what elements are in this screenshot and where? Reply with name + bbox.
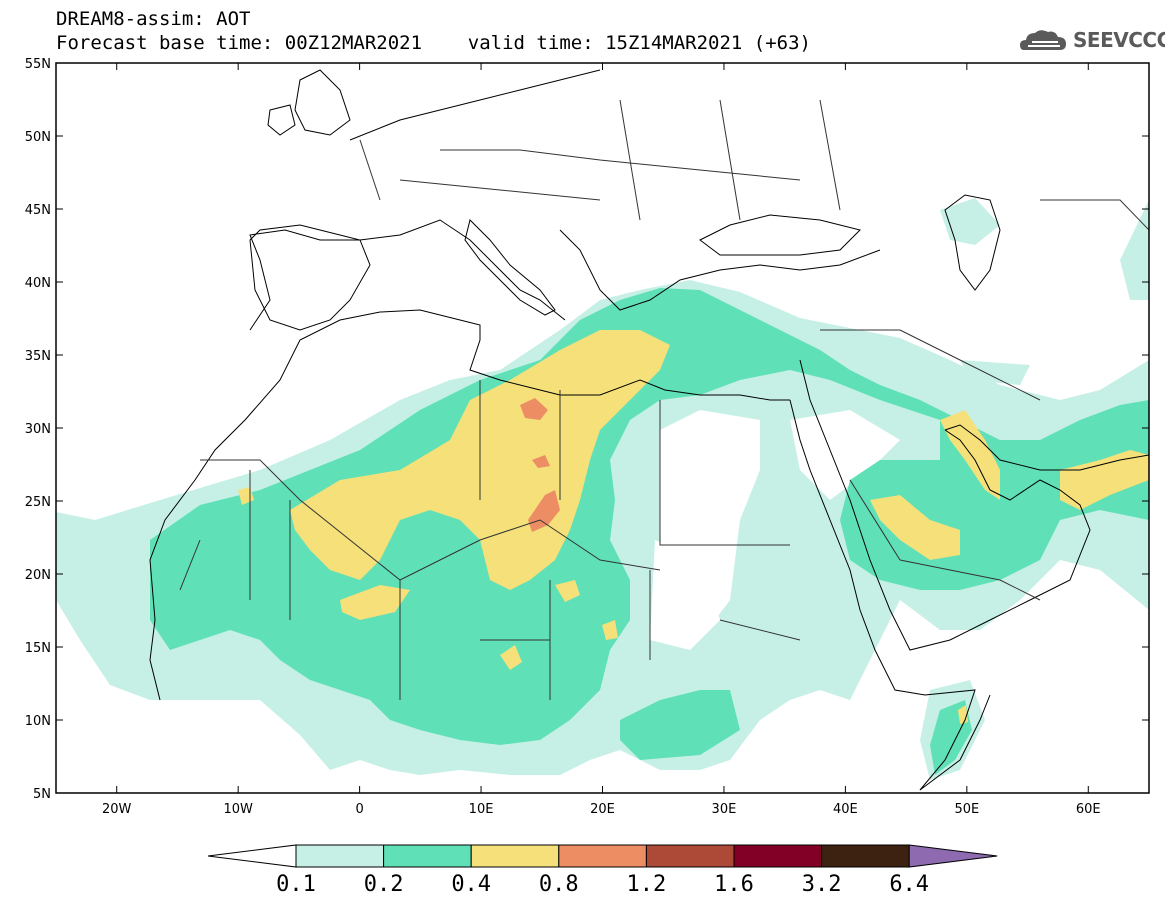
latitude-axis: 55N 50N 45N 40N 35N 30N 25N 20N 15N 10N 5N [25,57,1149,802]
aot-contour-0.4-oman [1060,450,1149,510]
arabia-coast [799,359,1091,651]
north-coast [349,69,601,141]
iberia [249,224,371,331]
british-isles [267,69,351,136]
colorbar-swatch [558,844,647,868]
lon-tick-label: 20E [590,802,615,817]
colorbar-label: 0.1 [276,872,316,897]
aot-contour-0.1-arabia [960,360,1030,385]
colorbar-swatch [295,844,385,868]
colorbar-swatch [383,844,472,868]
aot-contours [56,198,1149,780]
forecast-times: Forecast base time: 00Z12MAR2021 valid t… [56,32,811,54]
colorbar-swatch [645,844,735,868]
lon-tick-label: 10E [469,802,494,817]
borders [179,99,1149,700]
lat-tick-label: 55N [25,57,51,72]
aot-contour-0.8-niger [532,455,550,468]
aot-contour-0.4-chad [555,580,580,602]
lon-tick-label: 50E [954,802,979,817]
aot-contour-0.8-libya [520,398,548,420]
lat-tick-label: 5N [33,787,51,802]
lon-tick-label: 0 [355,802,363,817]
caspian-sea [944,194,1001,291]
colorbar-label: 3.2 [802,872,842,897]
colorbar-label: 1.2 [627,872,667,897]
colorbar-label: 0.8 [539,872,579,897]
lat-tick-label: 10N [25,714,51,729]
africa-coast [149,309,790,701]
lat-tick-label: 25N [25,495,51,510]
lon-tick-label: 20W [102,802,132,817]
lat-tick-label: 45N [25,203,51,218]
aot-contour-0.4-gulf [940,410,1000,500]
black-sea [699,214,861,256]
somalia-coast [919,694,991,791]
aot-clear-sahel [650,540,720,650]
logo-text: SEEVCCC [1073,28,1165,52]
lat-tick-label: 35N [25,349,51,364]
map-title: DREAM8-assim: AOT [56,8,251,30]
colorbar-swatch [821,844,910,868]
aot-contour-0.4-arabia [870,495,960,560]
coastlines [149,69,1149,791]
colorbar-label: 0.2 [364,872,404,897]
aot-contour-0.4-nigeria [500,645,522,670]
aot-clear-arabia [790,410,900,500]
lon-tick-label: 60E [1076,802,1101,817]
cloud-icon [1020,30,1066,50]
colorbar-min-arrow [207,844,297,868]
colorbar: 0.1 0.2 0.4 0.8 1.2 1.6 3.2 6.4 [207,844,998,897]
red-sea-coast [789,399,976,791]
europe-coast [249,219,881,331]
aot-contour-0.4-mali [340,585,410,620]
lon-tick-label: 30E [712,802,737,817]
aot-contour-0.1-east [940,198,1000,245]
lon-tick-label: 10W [223,802,253,817]
lat-tick-label: 40N [25,276,51,291]
aot-contour-0.4-sudan [602,620,618,640]
colorbar-label: 1.6 [714,872,754,897]
colorbar-max-arrow [908,844,998,868]
colorbar-label: 0.4 [451,872,491,897]
aot-contour-0.2-sudan [620,690,740,760]
lat-tick-label: 30N [25,422,51,437]
aot-contour-0.1-ne [1120,200,1149,300]
italy [464,219,556,316]
lat-tick-label: 15N [25,641,51,656]
colorbar-swatch [470,844,560,868]
iran-coast [944,424,1149,471]
longitude-axis: 20W 10W 0 10E 20E 30E 40E 50E 60E [102,63,1101,817]
lon-tick-label: 40E [833,802,858,817]
colorbar-swatch [733,844,823,868]
lat-tick-label: 50N [25,130,51,145]
lat-tick-label: 20N [25,568,51,583]
colorbar-label: 6.4 [889,872,929,897]
